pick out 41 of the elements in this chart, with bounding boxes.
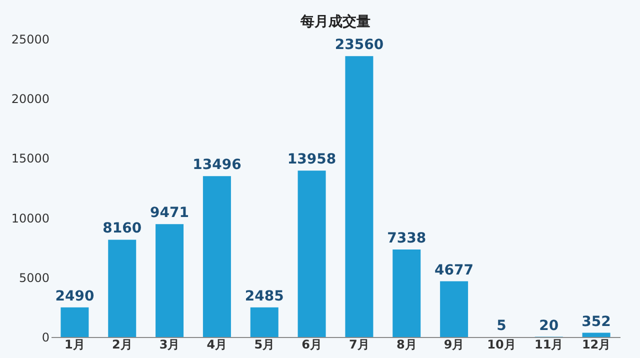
x-tick-label: 3月 <box>159 338 180 352</box>
bar <box>60 307 89 337</box>
bar <box>298 170 326 337</box>
y-tick-label: 20000 <box>11 92 50 106</box>
chart-title: 每月成交量 <box>300 13 370 30</box>
x-tick-label: 2月 <box>112 338 132 352</box>
data-label: 13496 <box>192 157 242 174</box>
data-label: 2485 <box>244 288 284 304</box>
bar <box>250 307 278 337</box>
x-tick-label: 5月 <box>254 338 275 352</box>
bar <box>108 240 136 337</box>
y-tick-label: 10000 <box>11 211 50 226</box>
bar <box>440 281 468 337</box>
x-tick-label: 12月 <box>582 338 611 352</box>
data-label: 23560 <box>334 37 384 54</box>
data-label: 2490 <box>55 288 94 304</box>
y-tick-label: 5000 <box>18 270 50 285</box>
data-label: 7338 <box>387 230 426 247</box>
bar <box>582 332 610 337</box>
x-tick-label: 7月 <box>349 338 370 352</box>
bar <box>345 56 374 337</box>
x-tick-label: 9月 <box>444 338 464 352</box>
data-label: 5 <box>496 318 506 334</box>
data-label: 4677 <box>434 262 474 278</box>
data-label: 9471 <box>150 205 190 222</box>
x-tick-label: 10月 <box>487 338 516 352</box>
x-tick-label: 4月 <box>206 338 228 352</box>
bar <box>392 250 421 337</box>
data-label: 8160 <box>102 220 142 237</box>
x-tick-label: 6月 <box>302 338 322 352</box>
data-label: 13958 <box>287 152 336 168</box>
bar <box>202 176 231 337</box>
data-label: 20 <box>539 318 559 334</box>
bar <box>156 224 184 337</box>
y-tick-label: 25000 <box>11 32 50 46</box>
x-tick-label: 8月 <box>396 338 417 352</box>
y-tick-label: 0 <box>42 330 50 344</box>
y-tick-label: 15000 <box>11 152 50 166</box>
x-tick-label: 1月 <box>64 338 85 352</box>
data-label: 352 <box>582 314 611 330</box>
x-tick-label: 11月 <box>534 338 564 352</box>
